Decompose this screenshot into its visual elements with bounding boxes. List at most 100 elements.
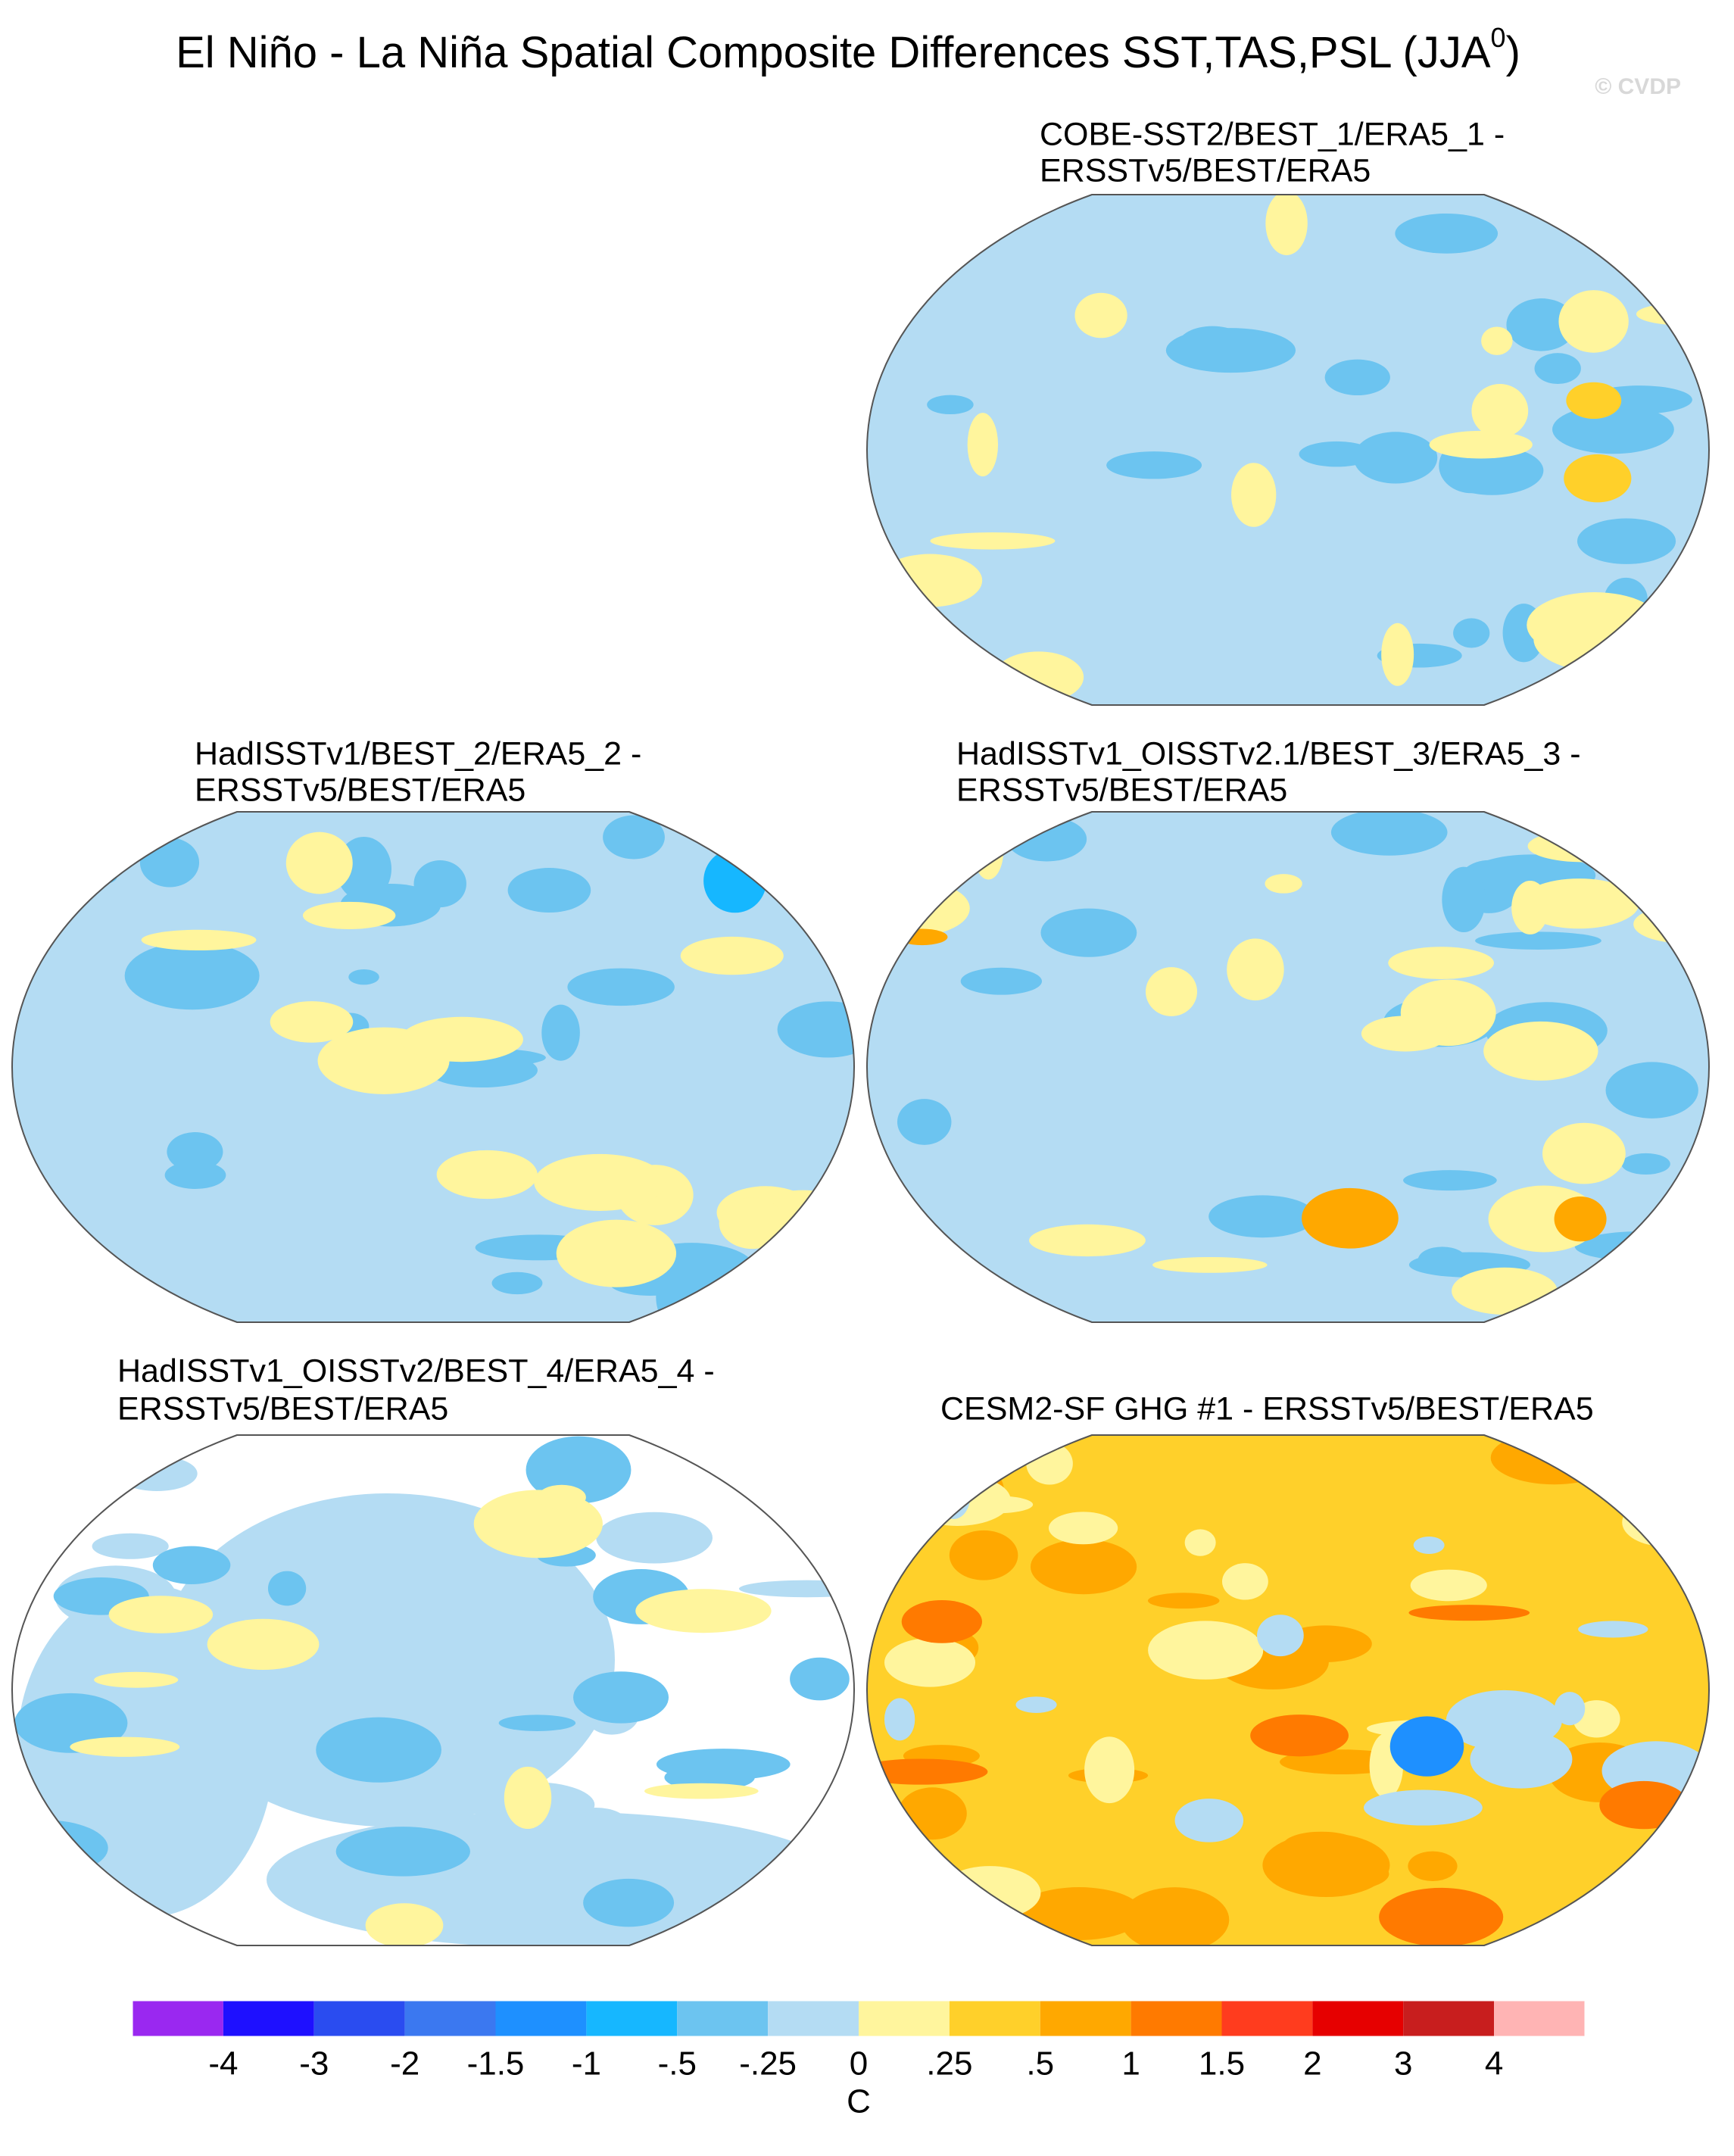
field-patch: [316, 1717, 441, 1783]
field-patch: [94, 1671, 179, 1688]
field-patch: [1490, 1435, 1618, 1485]
field-patch: [1361, 1016, 1450, 1052]
title-suffix: ): [1506, 28, 1520, 77]
field-patch: [1330, 812, 1448, 856]
colorbar-swatch: [1221, 2001, 1313, 2036]
field-patch: [541, 1004, 580, 1061]
field-patch: [1542, 1122, 1626, 1184]
field-patch: [1636, 302, 1710, 326]
field-patch: [348, 969, 379, 985]
colorbar-swatch: [313, 2001, 405, 2036]
field-patch: [1257, 1615, 1304, 1657]
field-patch: [285, 832, 353, 894]
colorbar-label: -.5: [658, 2045, 697, 2083]
field-patch: [141, 929, 257, 950]
field-patch: [938, 1866, 1041, 1920]
field-patch: [1145, 967, 1198, 1016]
field-patch: [738, 1580, 855, 1598]
field-patch: [1506, 298, 1577, 351]
map-outline: [865, 811, 1711, 1323]
field-patch: [1446, 1690, 1562, 1751]
field-patch: [1408, 1605, 1530, 1621]
field-patch: [1453, 618, 1490, 648]
colorbar-swatch: [768, 2001, 859, 2036]
field-patch: [1106, 451, 1202, 479]
field-patch: [436, 1150, 538, 1200]
field-patch: [583, 1878, 675, 1927]
field-patch: [1440, 446, 1544, 495]
field-patch: [405, 1620, 489, 1649]
field-patch: [537, 1484, 586, 1510]
field-patch: [993, 651, 1084, 703]
panel-title: ERSSTv5/BEST/ERA5: [1040, 152, 1371, 189]
field-patch: [866, 641, 919, 667]
colorbar-swatch: [1131, 2001, 1222, 2036]
field-patch: [884, 1698, 915, 1741]
field-patch: [1324, 359, 1390, 396]
field-patch: [1554, 1692, 1586, 1726]
field-patch: [466, 1900, 530, 1917]
field-patch: [897, 1099, 952, 1145]
field-patch: [1578, 1621, 1648, 1638]
field-patch: [1184, 1529, 1216, 1556]
colorbar-label: -.25: [739, 2045, 797, 2083]
field-patch: [335, 1827, 470, 1877]
field-patch: [1177, 326, 1247, 364]
field-patch: [930, 532, 1056, 550]
panel-title: ERSSTv5/BEST/ERA5: [117, 1390, 448, 1427]
field-patch: [927, 395, 974, 415]
map-panel: [11, 1435, 855, 1945]
field-patch: [270, 1001, 354, 1043]
map-outline: [11, 811, 855, 1323]
field-patch: [937, 1473, 971, 1519]
field-patch: [302, 901, 396, 930]
field-patch: [912, 822, 953, 871]
field-patch: [14, 1693, 128, 1753]
field-patch: [1483, 1021, 1598, 1081]
colorbar-units: C: [847, 2083, 871, 2120]
field-patch: [491, 1271, 543, 1295]
field-patch: [866, 1758, 988, 1785]
field-patch: [267, 1571, 307, 1606]
panel-title: CESM2-SF GHG #1 - ERSSTv5/BEST/ERA5: [940, 1390, 1594, 1427]
colorbar-label: -2: [390, 2045, 419, 2083]
colorbar-swatch: [223, 2001, 314, 2036]
field-patch: [744, 813, 855, 861]
field-patch: [777, 1001, 855, 1058]
colorbar-swatch: [133, 2001, 223, 2036]
map-panel: [866, 195, 1710, 705]
colorbar-label: -4: [208, 2045, 238, 2083]
field-patch: [1363, 1789, 1483, 1826]
field-patch: [1231, 463, 1277, 527]
colorbar-label: 4: [1485, 2045, 1503, 2083]
field-patch: [878, 554, 983, 607]
field-patch: [1015, 1696, 1057, 1713]
colorbar-swatch: [1040, 2001, 1131, 2036]
field-patch: [117, 1456, 198, 1492]
field-patch: [1262, 1833, 1390, 1898]
field-patch: [1577, 518, 1676, 564]
field-patch: [1633, 837, 1671, 867]
field-patch: [1389, 1716, 1464, 1777]
field-patch: [1353, 432, 1438, 484]
map-panel: [866, 812, 1710, 1322]
field-patch: [719, 1197, 785, 1250]
field-patch: [167, 1132, 223, 1172]
field-patch: [1633, 905, 1710, 944]
field-patch: [1381, 622, 1414, 686]
field-patch: [1084, 1736, 1135, 1804]
field-patch: [866, 881, 970, 936]
colorbar-swatch: [495, 2001, 587, 2036]
colorbar-swatch: [677, 2001, 769, 2036]
colorbar-label: 2: [1303, 2045, 1321, 2083]
map-outline: [865, 1434, 1711, 1946]
field-patch: [139, 838, 200, 888]
field-patch: [1147, 1593, 1220, 1609]
field-patch: [1006, 816, 1087, 862]
colorbar-swatch: [949, 2001, 1040, 2036]
field-patch: [1026, 1442, 1073, 1485]
field-patch: [77, 869, 117, 885]
field-patch: [1048, 1512, 1118, 1545]
field-patch: [556, 1219, 677, 1287]
